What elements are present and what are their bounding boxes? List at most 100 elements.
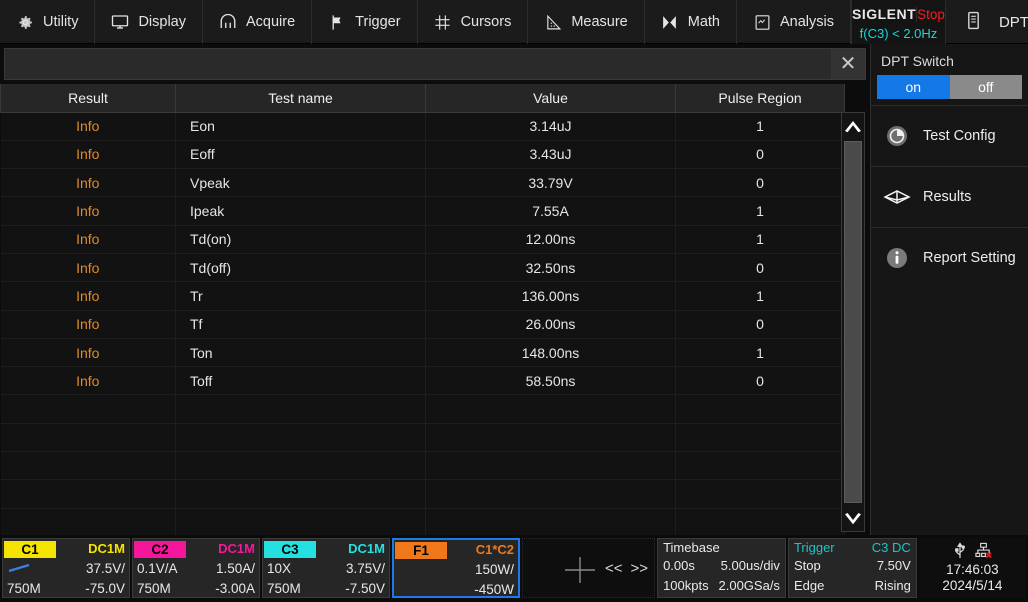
trigger-title: Trigger	[793, 540, 835, 555]
trigger-type: Edge	[793, 578, 825, 593]
menu-item-measure[interactable]: Measure	[528, 0, 645, 44]
table-row[interactable]: Info Td(on) 12.00ns 1	[0, 225, 845, 254]
brand-status-box: SIGLENT Stop f(C3) < 2.0Hz	[851, 0, 946, 44]
table-row[interactable]: Info Ipeak 7.55A 1	[0, 196, 845, 226]
channel-offset: -7.50V	[345, 580, 385, 596]
scroll-down-icon[interactable]	[842, 505, 864, 531]
menu-label-measure: Measure	[571, 14, 628, 30]
cell-result: Info	[0, 196, 176, 226]
trigger-state: Stop	[793, 558, 821, 573]
scrollbar-thumb[interactable]	[844, 141, 862, 503]
cell-result: Info	[0, 140, 176, 170]
cell-value: 7.55A	[425, 196, 676, 226]
channel-badge[interactable]: F1	[395, 541, 447, 559]
analysis-page-icon	[753, 13, 771, 31]
sidebar-item-results[interactable]: Results	[871, 166, 1028, 227]
math-bowtie-icon	[661, 13, 679, 31]
channel-badge[interactable]: C1	[4, 540, 56, 558]
trigger-panel[interactable]: Trigger C3 DC Stop 7.50V Edge Rising	[787, 538, 917, 598]
table-row[interactable]: Info Ton 148.00ns 1	[0, 338, 845, 368]
results-scrollbar[interactable]	[841, 112, 865, 532]
results-table-wrapper: Result Test name Value Pulse Region Info…	[0, 84, 870, 566]
close-icon[interactable]: ✕	[831, 49, 865, 79]
menu-item-cursors[interactable]: Cursors	[418, 0, 529, 44]
nav-prev-button[interactable]: <<	[605, 559, 623, 577]
dpt-switch-on-option[interactable]: on	[877, 75, 950, 99]
menu-item-analysis[interactable]: Analysis	[737, 0, 851, 44]
menu-item-trigger[interactable]: Trigger	[312, 0, 418, 44]
cell-test-name: Tr	[175, 281, 426, 311]
table-row[interactable]: Info Eoff 3.43uJ 0	[0, 140, 845, 170]
channel-badge[interactable]: C2	[134, 540, 186, 558]
cell-value: 33.79V	[425, 168, 676, 198]
cell-test-name: Vpeak	[175, 168, 426, 198]
sidebar-label-report-setting: Report Setting	[923, 250, 1016, 266]
timebase-panel[interactable]: Timebase 0.00s 5.00us/div 100kpts 2.00GS…	[657, 538, 786, 598]
cell-value: 12.00ns	[425, 225, 676, 254]
cell-value: 3.43uJ	[425, 140, 676, 170]
cell-value: 58.50ns	[425, 366, 676, 396]
table-row[interactable]: Info Tf 26.00ns 0	[0, 310, 845, 339]
table-header-row: Result Test name Value Pulse Region	[0, 84, 845, 113]
channel-scale: 3.75V/	[345, 560, 385, 576]
run-state-badge[interactable]: Stop	[916, 6, 945, 22]
channel-coupling: DC1M	[348, 541, 385, 556]
cell-value: 26.00ns	[425, 310, 676, 339]
channel-panel-c1[interactable]: C1 DC1M 37.5V/750M -75.0V	[2, 538, 130, 598]
menu-item-display[interactable]: Display	[95, 0, 203, 44]
cell-test-name: Eoff	[175, 140, 426, 170]
cell-result: Info	[0, 253, 176, 283]
menu-item-math[interactable]: Math	[645, 0, 737, 44]
column-header-value[interactable]: Value	[425, 84, 676, 113]
cell-pulse-region: 1	[675, 196, 845, 226]
cell-value: 136.00ns	[425, 281, 676, 311]
dpt-switch-toggle[interactable]: on off	[877, 75, 1022, 99]
sidebar-item-report-setting[interactable]: Report Setting	[871, 227, 1028, 288]
cell-pulse-region: 1	[675, 225, 845, 254]
channel-probe	[7, 561, 33, 576]
table-row[interactable]: Info Toff 58.50ns 0	[0, 366, 845, 396]
table-row[interactable]: Info Eon 3.14uJ 1	[0, 112, 845, 141]
channel-panel-c2[interactable]: C2 DC1M 0.1V/A 1.50A/750M -3.00A	[132, 538, 260, 598]
column-header-test-name[interactable]: Test name	[175, 84, 426, 113]
usb-icon[interactable]	[953, 542, 967, 562]
cell-result: Info	[0, 168, 176, 198]
column-header-pulse-region[interactable]: Pulse Region	[675, 84, 845, 113]
results-main-area: ✕ Result Test name Value Pulse Region In…	[0, 44, 870, 566]
dpt-app-header[interactable]: DPT	[946, 0, 1028, 44]
trigger-level: 7.50V	[876, 558, 911, 573]
cell-pulse-region: 1	[675, 338, 845, 368]
table-row[interactable]: Info Td(off) 32.50ns 0	[0, 253, 845, 283]
column-header-result[interactable]: Result	[0, 84, 176, 113]
cell-result: Info	[0, 281, 176, 311]
gear-icon	[16, 13, 34, 31]
network-disconnected-icon[interactable]	[975, 542, 992, 562]
menu-item-acquire[interactable]: Acquire	[203, 0, 313, 44]
table-row-empty	[0, 423, 845, 453]
channel-bandwidth: 750M	[7, 580, 41, 596]
triangle-ruler-icon	[544, 13, 562, 31]
trace-indicator-icon	[8, 563, 30, 572]
channel-panel-c3[interactable]: C3 DC1M 10X 3.75V/750M -7.50V	[262, 538, 390, 598]
dpt-switch-off-option[interactable]: off	[949, 75, 1022, 99]
menu-label-acquire: Acquire	[246, 14, 296, 30]
channel-coupling: C1*C2	[475, 542, 514, 557]
table-row[interactable]: Info Tr 136.00ns 1	[0, 281, 845, 311]
channel-scale: 37.5V/	[85, 560, 125, 576]
table-row-empty	[0, 479, 845, 509]
menu-label-utility: Utility	[43, 14, 79, 30]
cell-test-name: Td(on)	[175, 225, 426, 254]
waveform-nav-box[interactable]: << >>	[522, 538, 656, 598]
scroll-up-icon[interactable]	[842, 113, 864, 139]
cell-value: 3.14uJ	[425, 112, 676, 141]
menu-item-utility[interactable]: Utility	[0, 0, 96, 44]
channel-panel-f1[interactable]: F1 C1*C2 150W/ -450W	[392, 538, 520, 598]
results-table-body: Info Eon 3.14uJ 1 Info Eoff 3.43uJ 0 Info Vpeak 33…	[0, 112, 845, 566]
table-row[interactable]: Info Vpeak 33.79V 0	[0, 168, 845, 198]
channel-badge[interactable]: C3	[264, 540, 316, 558]
trigger-slope: Rising	[874, 578, 911, 593]
nav-next-button[interactable]: >>	[630, 559, 649, 577]
sidebar-item-test-config[interactable]: Test Config	[871, 105, 1028, 166]
channel-scale: 150W/	[474, 561, 514, 577]
frequency-readout: f(C3) < 2.0Hz	[859, 26, 938, 41]
